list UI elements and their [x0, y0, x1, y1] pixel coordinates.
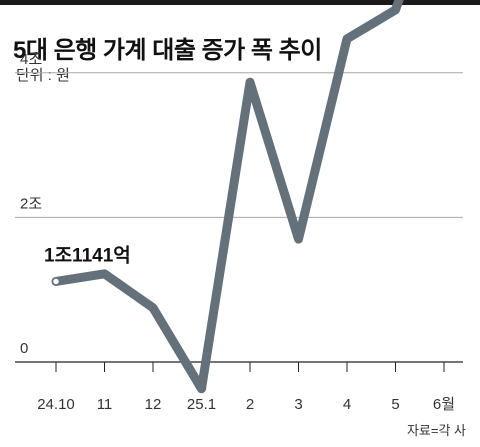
- x-tick-label: 6월: [433, 396, 455, 413]
- y-tick-label: 0: [20, 340, 28, 357]
- x-tick-label: 2: [246, 396, 254, 413]
- source-note: 자료=각 사: [406, 423, 466, 438]
- y-tick-label: 4조: [20, 51, 42, 68]
- x-tick-label: 4: [343, 396, 351, 413]
- unit-label: 단위 : 원: [16, 67, 70, 84]
- chart-title: 5대 은행 가계 대출 증가 폭 추이: [13, 37, 322, 64]
- top-rule: [0, 0, 480, 5]
- x-tick-label: 24.10: [37, 396, 75, 413]
- series-line: [51, 0, 404, 394]
- data-point-marker: [52, 277, 60, 286]
- y-tick-label: 2조: [20, 195, 42, 212]
- x-tick-label: 12: [145, 396, 162, 413]
- x-tick-label: 5: [391, 396, 399, 413]
- x-tick-label: 11: [97, 396, 113, 413]
- x-tick-label: 25.1: [187, 396, 216, 413]
- x-tick-label: 3: [294, 396, 302, 413]
- data-label: 1조1141억: [44, 244, 131, 266]
